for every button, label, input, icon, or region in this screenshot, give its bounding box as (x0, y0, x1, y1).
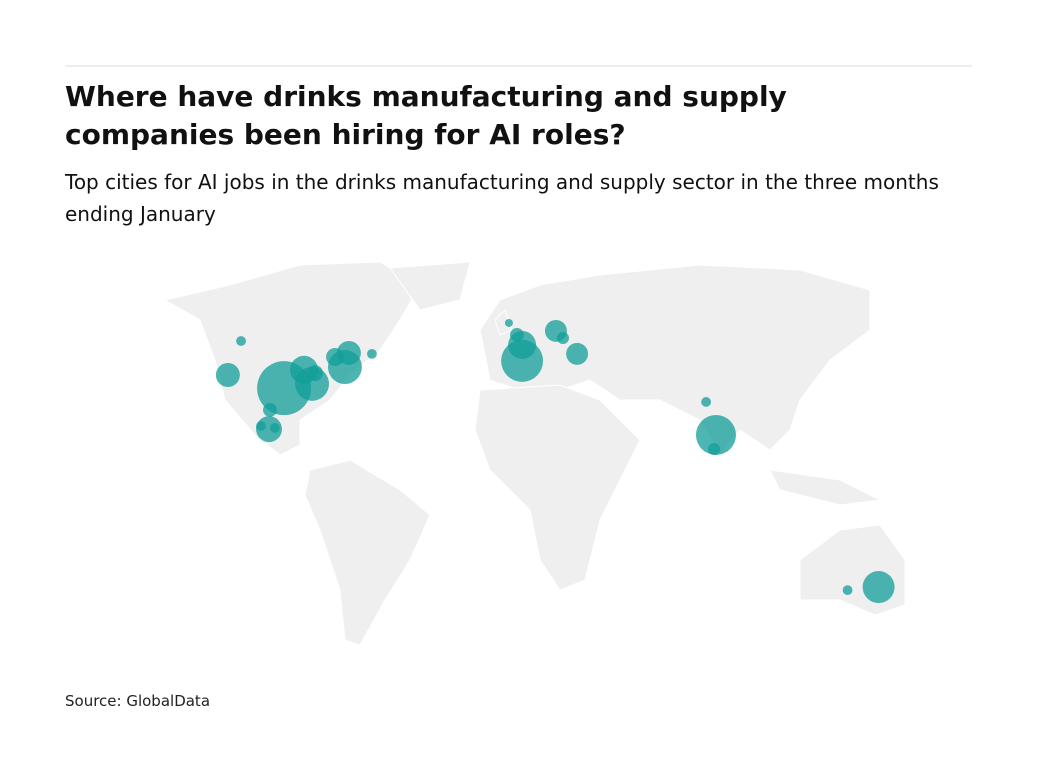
bubble (263, 402, 277, 417)
bubble (256, 421, 266, 431)
bubble (367, 348, 377, 359)
bubble (862, 571, 895, 604)
bubble (566, 342, 589, 365)
bubble (215, 362, 240, 387)
land (163, 261, 906, 646)
bubbles (215, 318, 895, 604)
chart-subtitle: Top cities for AI jobs in the drinks man… (65, 170, 939, 226)
bubble (269, 423, 280, 433)
bubble (695, 414, 736, 455)
bubble (307, 365, 324, 382)
bubble (701, 397, 712, 407)
bubble (510, 327, 524, 342)
bubble (708, 443, 721, 456)
bubble (504, 318, 513, 327)
bubble (326, 347, 344, 366)
bubble (236, 336, 246, 346)
chart-title: Where have drinks manufacturing and supp… (65, 80, 787, 151)
bubble (556, 331, 569, 344)
bubble (842, 585, 853, 595)
source: Source: GlobalData (65, 692, 211, 710)
